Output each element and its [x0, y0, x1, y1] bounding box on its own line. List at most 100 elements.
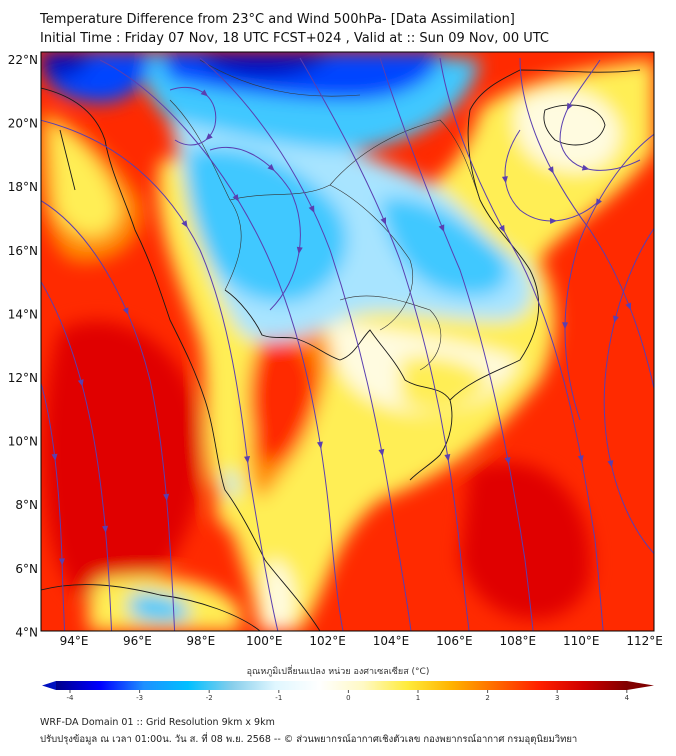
lat-label: 4°N — [15, 625, 38, 639]
map-title: Temperature Difference from 23°C and Win… — [40, 12, 515, 27]
streamline — [564, 133, 654, 421]
streamline — [559, 59, 641, 171]
field-deep-northwest — [41, 52, 90, 79]
streamline — [41, 119, 279, 631]
wind-arrow-icon — [613, 315, 619, 324]
wind-arrow-icon — [308, 205, 315, 213]
wind-arrow-icon — [244, 455, 251, 464]
field-yellow-west — [50, 120, 120, 237]
coast-gulf — [224, 289, 453, 481]
wind-arrow-icon — [122, 307, 129, 315]
wind-arrow-icon — [102, 525, 109, 533]
wind-arrow-icon — [77, 379, 84, 387]
lat-label: 16°N — [8, 244, 38, 258]
lon-label: 106°E — [436, 634, 473, 648]
lat-label: 6°N — [15, 562, 38, 576]
wind-arrow-icon — [549, 218, 558, 225]
wind-arrow-icon — [577, 455, 584, 463]
coast-sumatra — [41, 584, 261, 631]
border-cambodia — [339, 295, 442, 371]
lat-label: 14°N — [8, 307, 38, 321]
lon-label: 102°E — [309, 634, 346, 648]
streamline — [504, 129, 601, 222]
lat-label: 18°N — [8, 180, 38, 194]
colorbar-tick-label: 4 — [625, 694, 630, 702]
wind-arrow-icon — [380, 217, 386, 225]
border-laos-north — [329, 119, 481, 201]
wind-arrow-icon — [581, 164, 590, 171]
lat-label: 10°N — [8, 435, 38, 449]
map-subtitle: Initial Time : Friday 07 Nov, 18 UTC FCS… — [40, 31, 549, 46]
lon-label: 100°E — [246, 634, 283, 648]
wind-arrow-icon — [595, 198, 602, 207]
wind-streamlines — [41, 57, 654, 631]
streamline — [299, 57, 470, 631]
footer-model-info: WRF-DA Domain 01 :: Grid Resolution 9km … — [40, 717, 275, 728]
colorbar-high-arrow — [627, 681, 654, 690]
coast-bay — [59, 129, 76, 191]
field-lightblue-peninsula — [224, 470, 238, 497]
wind-arrow-icon — [163, 493, 170, 502]
colorbar: -4 -3 -2 -1 0 1 2 3 4 — [42, 681, 654, 702]
colorbar-tick-label: 3 — [555, 694, 559, 702]
streamline — [41, 280, 113, 631]
field-yellow-peninsula — [215, 477, 253, 531]
lon-label: 108°E — [500, 634, 537, 648]
lon-label: 104°E — [373, 634, 410, 648]
map-frame — [40, 51, 655, 632]
streamline — [379, 57, 534, 631]
coast-andaman — [41, 87, 321, 631]
field-hot-southeast — [460, 462, 592, 620]
field-yellow-mekong — [400, 356, 490, 411]
coast-hainan — [543, 104, 606, 146]
colorbar-bar — [56, 681, 627, 690]
colorbar-title: อุณหภูมิเปลี่ยนแปลง หน่วย องศาเซลเซียส (… — [246, 667, 430, 677]
wind-arrow-icon — [444, 454, 451, 462]
streamline — [209, 146, 301, 311]
colorbar-tick-label: -2 — [206, 694, 213, 702]
wind-arrow-icon — [58, 558, 65, 566]
colorbar-tick-label: -4 — [67, 694, 75, 702]
field-pale-south — [263, 560, 294, 631]
field-hot-west — [43, 321, 202, 600]
field-cyan-east — [380, 198, 508, 296]
wind-arrow-icon — [625, 302, 632, 311]
wind-arrow-icon — [607, 460, 614, 468]
wind-arrow-icon — [205, 133, 213, 141]
colorbar-tick-label: 1 — [416, 694, 420, 702]
lon-label: 98°E — [186, 634, 215, 648]
wind-arrow-icon — [232, 194, 239, 202]
footer-credit: ปรับปรุงข้อมูล ณ เวลา 01:00น. วัน ส. ที่… — [40, 734, 578, 745]
colorbar-tick-label: 0 — [346, 694, 350, 702]
field-red-gulf — [248, 338, 316, 463]
colorbar-low-arrow — [42, 681, 56, 690]
temperature-field — [41, 52, 654, 631]
wind-arrow-icon — [200, 89, 208, 97]
lon-label: 94°E — [60, 634, 89, 648]
streamline — [41, 381, 66, 631]
field-cyan-sumatra — [130, 593, 190, 623]
streamline — [41, 200, 176, 631]
field-cyan-north — [185, 148, 347, 302]
wind-arrow-icon — [547, 166, 554, 174]
colorbar-tick-label: -1 — [275, 694, 282, 702]
wind-arrow-icon — [316, 441, 323, 449]
wind-arrow-icon — [296, 246, 303, 255]
lon-label: 110°E — [563, 634, 600, 648]
field-deep-north — [200, 52, 330, 79]
border-thai-laos — [229, 184, 413, 331]
border-china — [199, 59, 361, 97]
wind-arrow-icon — [501, 176, 508, 184]
latitude-labels: 22°N 20°N 18°N 16°N 14°N 12°N 10°N 8°N 6°N 4°N — [8, 53, 38, 639]
wind-arrow-icon — [51, 453, 58, 462]
wind-arrow-icon — [378, 448, 385, 457]
lat-label: 12°N — [8, 371, 38, 385]
lon-label: 112°E — [626, 634, 663, 648]
wind-arrow-icon — [504, 456, 511, 465]
wind-arrow-icon — [438, 224, 445, 232]
wind-arrow-icon — [566, 102, 573, 111]
lat-label: 20°N — [8, 117, 38, 131]
colorbar-tick-label: 2 — [485, 694, 489, 702]
lon-label: 96°E — [123, 634, 152, 648]
